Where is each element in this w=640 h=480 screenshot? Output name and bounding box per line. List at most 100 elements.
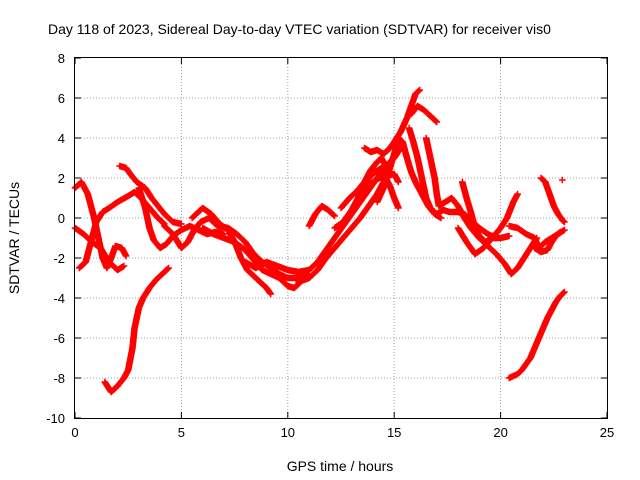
data-point-trail (455, 225, 470, 245)
x-tick-label: 0 (71, 425, 78, 440)
data-point-trail (381, 145, 393, 157)
data-point-trail (146, 225, 157, 243)
data-point-trail (353, 183, 365, 197)
data-point-trail (340, 207, 355, 225)
y-tick-label: -8 (53, 371, 65, 386)
x-tick-label: 25 (600, 425, 614, 440)
data-point-trail (306, 267, 321, 281)
data-point-trail (242, 247, 257, 263)
chart-title: Day 118 of 2023, Sidereal Day-to-day VTE… (48, 21, 551, 37)
data-point-trail (536, 239, 548, 251)
data-point-trail (397, 115, 410, 135)
data-point-marker (178, 220, 185, 228)
data-point-trail (114, 375, 127, 389)
data-point-trail (368, 159, 380, 173)
data-point-trail (427, 113, 440, 125)
y-tick-label: -4 (53, 291, 65, 306)
data-point-trail (340, 225, 355, 241)
data-point-trail (523, 355, 533, 367)
data-point-trail (323, 245, 338, 261)
data-point-trail (185, 227, 197, 245)
y-tick-label: 2 (58, 171, 65, 186)
data-point-trail (159, 265, 172, 277)
data-point-trail (555, 211, 565, 223)
data-point-trail (357, 183, 370, 197)
y-tick-label: 4 (58, 131, 65, 146)
data-point-trail (206, 215, 221, 229)
data-point-trail (123, 165, 133, 177)
data-point-trail (412, 179, 425, 197)
data-point-trail (557, 289, 567, 299)
data-point-trail (314, 255, 329, 273)
data-point-trail (325, 207, 338, 219)
data-point-trail (410, 139, 421, 161)
data-point-marker (395, 178, 402, 186)
data-point-marker (331, 212, 338, 220)
data-point-trail (542, 179, 553, 197)
data-point-trail (332, 235, 346, 251)
data-point-trail (414, 155, 425, 181)
data-point-trail (189, 205, 206, 221)
data-point-trail (338, 195, 353, 211)
data-point-trail (331, 223, 346, 241)
data-point-trail (129, 325, 138, 351)
data-point-trail (314, 247, 329, 265)
data-point-trail (178, 239, 191, 251)
data-points (71, 86, 568, 396)
data-point-trail (357, 203, 372, 221)
data-point-trail (257, 279, 270, 291)
data-point-trail (306, 211, 319, 229)
data-point-trail (191, 219, 204, 233)
data-point-trail (146, 277, 159, 291)
x-tick-label: 15 (387, 425, 401, 440)
data-point-trail (234, 231, 248, 245)
data-point-trail (84, 191, 98, 221)
data-point-trail (427, 155, 438, 181)
data-point-trail (519, 361, 529, 373)
data-point-trail (423, 135, 434, 161)
data-point-trail (508, 265, 521, 277)
data-point-marker (561, 226, 568, 234)
data-point-trail (431, 175, 440, 197)
data-point-trail (251, 251, 265, 265)
data-point-trail (506, 373, 516, 381)
data-point-marker (433, 118, 441, 126)
data-point-trail (155, 215, 167, 227)
data-point-trail (421, 107, 433, 119)
data-point-marker (514, 190, 521, 198)
data-point-marker (122, 252, 130, 260)
data-point-marker (437, 214, 445, 222)
data-point-trail (413, 87, 423, 97)
y-tick-label: -10 (46, 411, 65, 426)
data-point-marker (120, 262, 128, 270)
data-point-trail (559, 217, 568, 225)
data-point-trail (232, 239, 248, 253)
data-point-trail (306, 259, 321, 273)
data-point-trail (149, 195, 161, 209)
data-point-marker (267, 290, 275, 298)
data-point-trail (155, 203, 167, 217)
data-point-trail (359, 175, 372, 189)
data-point-trail (449, 195, 461, 209)
data-point-trail (511, 371, 520, 379)
data-point-marker (561, 288, 568, 296)
y-tick-label: 8 (58, 51, 65, 66)
data-point-trail (348, 191, 363, 213)
data-point-trail (82, 235, 96, 265)
data-point-trail (108, 243, 119, 261)
x-tick-label: 20 (493, 425, 507, 440)
data-point-trail (553, 229, 563, 239)
data-point-trail (374, 185, 387, 205)
data-point-trail (387, 183, 398, 201)
data-point-trail (125, 345, 136, 373)
data-point-trail (366, 169, 378, 181)
data-point-trail (244, 267, 257, 279)
data-point-trail (357, 187, 372, 205)
y-tick-label: -6 (53, 331, 65, 346)
data-point-trail (538, 175, 548, 185)
data-point-marker (395, 204, 402, 212)
x-tick-label: 5 (178, 425, 185, 440)
data-point-marker (561, 218, 568, 226)
data-point-trail (408, 91, 419, 109)
